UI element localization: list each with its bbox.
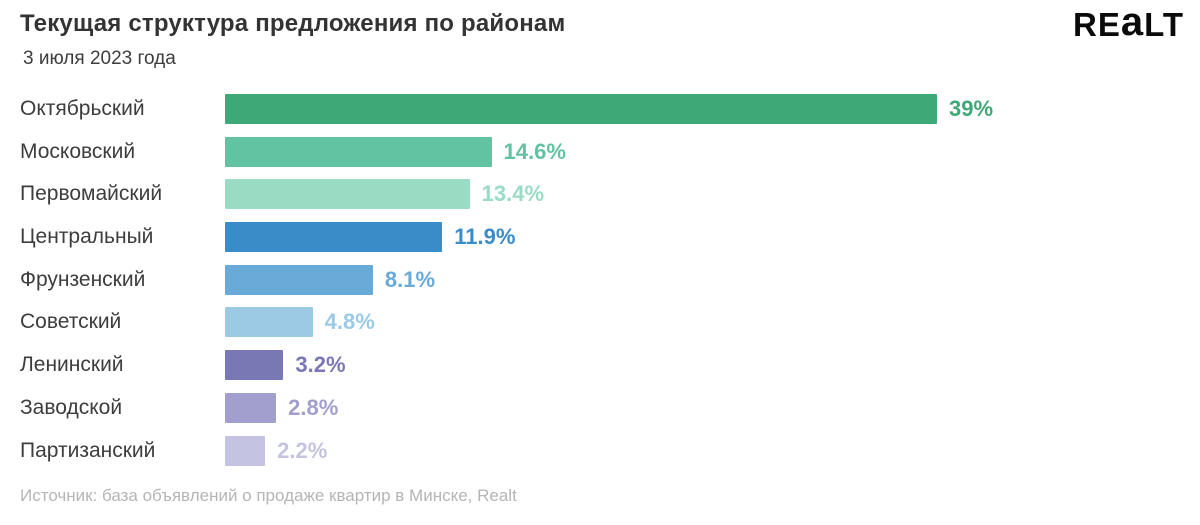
bar-area: 4.8% [225, 307, 1200, 338]
bar-area: 8.1% [225, 264, 1200, 295]
source-note: Источник: база объявлений о продаже квар… [20, 486, 517, 505]
realt-logo-text: LT [1144, 6, 1184, 43]
bar-row: Советский 4.8% [0, 307, 1200, 338]
value-label: 39% [949, 96, 994, 121]
bar [225, 350, 284, 381]
value-label: 3.2% [295, 352, 346, 378]
bar [225, 222, 443, 253]
category-label: Московский [20, 139, 136, 163]
bar-row: Заводской 2.8% [0, 392, 1200, 423]
realt-logo-text: RE [1073, 6, 1121, 43]
bar-area: 2.2% [225, 435, 1200, 466]
bar-row: Первомайский 13.4% [0, 179, 1200, 210]
realt-logo: RE a LT [1073, 2, 1184, 43]
category-label: Ленинский [20, 353, 124, 377]
value-label: 11.9% [454, 224, 516, 250]
bar-area: 2.8% [225, 392, 1200, 423]
value-label: 2.2% [277, 437, 328, 463]
bar-row: Партизанский 2.2% [0, 435, 1200, 466]
realt-logo-text: a [1120, 0, 1145, 44]
bar-area: 14.6% [225, 136, 1200, 167]
bar-chart: Октябрьский 39% Московский 14.6% Первомайски… [0, 94, 1200, 478]
value-label: 14.6% [503, 138, 566, 164]
chart-date-subtitle: 3 июля 2023 года [23, 48, 176, 69]
bar-row: Фрунзенский 8.1% [0, 264, 1200, 295]
bar [225, 307, 313, 338]
category-label: Октябрьский [20, 97, 145, 120]
bar [225, 179, 470, 210]
page-title: Текущая структура предложения по районам [20, 10, 566, 37]
bar-row: Октябрьский 39% [0, 94, 1200, 124]
value-label: 13.4% [481, 181, 545, 207]
category-label: Партизанский [20, 438, 156, 462]
bar-area: 11.9% [225, 222, 1200, 253]
bar-area: 3.2% [225, 350, 1200, 381]
bar [225, 435, 266, 466]
category-label: Советский [20, 310, 122, 334]
value-label: 4.8% [324, 309, 375, 335]
bar-row: Центральный 11.9% [0, 222, 1200, 253]
bar-area: 39% [225, 94, 1200, 124]
bar-row: Московский 14.6% [0, 136, 1200, 167]
category-label: Первомайский [20, 182, 163, 206]
bar-row: Ленинский 3.2% [0, 350, 1200, 381]
bar [225, 392, 277, 423]
bar [225, 264, 373, 295]
value-label: 2.8% [288, 394, 339, 420]
category-label: Заводской [20, 395, 123, 419]
category-label: Фрунзенский [20, 267, 146, 291]
bar-area: 13.4% [225, 179, 1200, 210]
category-label: Центральный [20, 225, 154, 249]
bar [225, 136, 492, 167]
value-label: 8.1% [384, 266, 436, 292]
bar [225, 94, 937, 124]
